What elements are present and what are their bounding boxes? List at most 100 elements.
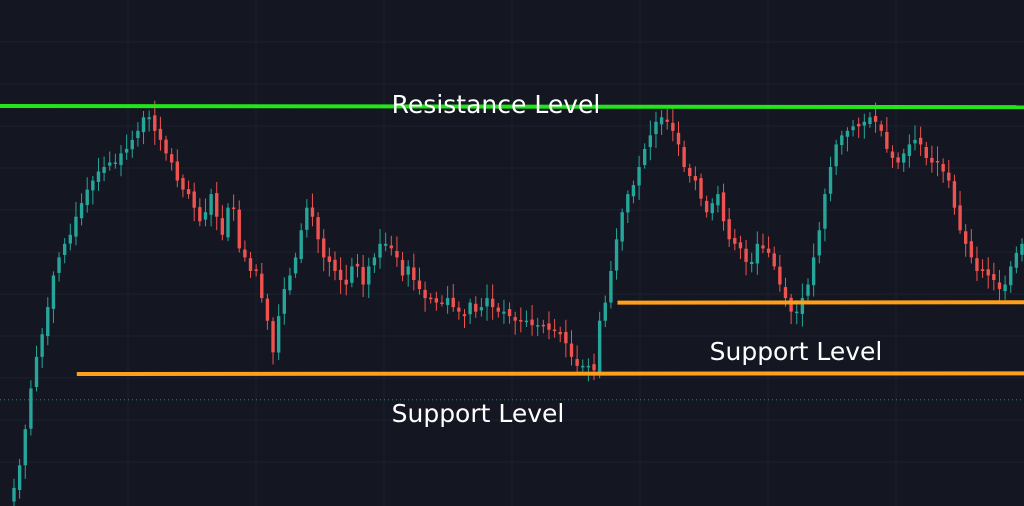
candle-body: [597, 320, 602, 373]
candle-up: [367, 257, 371, 299]
candle-body: [654, 121, 658, 134]
candle-body: [750, 261, 754, 265]
candle-body: [716, 194, 720, 206]
candle-down: [789, 294, 793, 325]
candle-body: [609, 270, 613, 303]
candle-body: [79, 203, 84, 219]
candle-body: [186, 189, 191, 195]
candle-body: [462, 314, 467, 317]
candle-body: [721, 192, 726, 222]
candle-down: [975, 246, 979, 281]
candle-up: [46, 297, 50, 346]
candle-body: [913, 139, 917, 144]
candle-down: [248, 251, 253, 278]
candle-body: [344, 279, 348, 285]
candle-body: [536, 325, 540, 327]
candle-up: [203, 198, 208, 227]
candle-down: [935, 146, 940, 177]
candle-body: [766, 248, 771, 253]
candle-body: [778, 266, 782, 285]
candle-up: [383, 232, 388, 252]
candle-down: [744, 239, 748, 276]
candle-up: [597, 311, 602, 379]
candle-up: [299, 223, 303, 264]
candle-body: [530, 319, 534, 326]
candle-body: [237, 209, 241, 249]
candle-up: [29, 380, 33, 436]
candle-down: [412, 253, 416, 291]
candle-body: [868, 117, 872, 125]
candle-body: [113, 162, 118, 164]
candle-body: [845, 130, 850, 137]
candle-body: [918, 137, 923, 145]
candle-body: [502, 311, 506, 314]
candle-body: [169, 154, 174, 163]
candle-body: [231, 207, 236, 209]
candle-down: [158, 116, 163, 151]
candle-body: [614, 239, 619, 271]
candle-up: [12, 478, 16, 506]
resistance-level-label: Resistance Level: [392, 90, 601, 119]
candle-body: [975, 258, 979, 271]
candle-body: [153, 115, 157, 131]
candle-down: [761, 233, 765, 254]
candle-down: [986, 257, 990, 289]
candle-body: [181, 178, 185, 190]
candle-body: [738, 242, 743, 249]
candle-up: [378, 229, 382, 269]
candle-body: [417, 280, 422, 290]
candle-body: [519, 320, 523, 322]
candle-body: [941, 163, 945, 172]
candle-down: [333, 251, 337, 281]
candle-up: [62, 238, 67, 264]
candle-down: [327, 247, 332, 277]
candle-body: [322, 238, 326, 258]
candle-body: [389, 245, 393, 249]
candle-body: [1009, 266, 1013, 286]
candle-up: [147, 110, 151, 132]
candle-down: [260, 262, 264, 303]
candle-body: [958, 205, 962, 231]
candle-body: [896, 157, 900, 163]
candle-down: [507, 302, 512, 324]
candle-body: [789, 297, 793, 312]
candle-body: [434, 298, 439, 303]
candles: [12, 100, 1024, 506]
candle-body: [643, 148, 647, 165]
candle-up: [710, 198, 714, 221]
candle-down: [175, 149, 179, 188]
candle-body: [575, 359, 579, 366]
candle-body: [355, 263, 360, 267]
candle-body: [305, 207, 309, 230]
candle-body: [986, 269, 990, 276]
candle-body: [215, 193, 219, 217]
candle-down: [361, 254, 365, 297]
candle-body: [406, 266, 410, 275]
candle-up: [130, 130, 134, 158]
candle-down: [857, 117, 861, 139]
candle-down: [924, 141, 928, 166]
candle-body: [350, 266, 354, 283]
candle-down: [952, 174, 957, 215]
candle-body: [924, 147, 928, 158]
candle-up: [620, 208, 624, 251]
candle-up: [626, 190, 630, 224]
candle-down: [186, 180, 191, 199]
candle-body: [935, 161, 940, 163]
candle-up: [1020, 238, 1024, 262]
candle-body: [271, 321, 275, 353]
candle-body: [727, 219, 731, 240]
candle-body: [141, 117, 146, 133]
candle-down: [513, 311, 517, 335]
candle-up: [288, 267, 292, 295]
candle-body: [823, 194, 827, 229]
candle-up: [581, 359, 585, 372]
candle-up: [845, 127, 850, 152]
candle-down: [885, 117, 889, 153]
candle-down: [192, 182, 196, 222]
candle-body: [293, 257, 298, 274]
candle-body: [671, 122, 675, 131]
candle-body: [547, 323, 551, 330]
candle-body: [429, 297, 433, 300]
candle-body: [710, 203, 714, 214]
